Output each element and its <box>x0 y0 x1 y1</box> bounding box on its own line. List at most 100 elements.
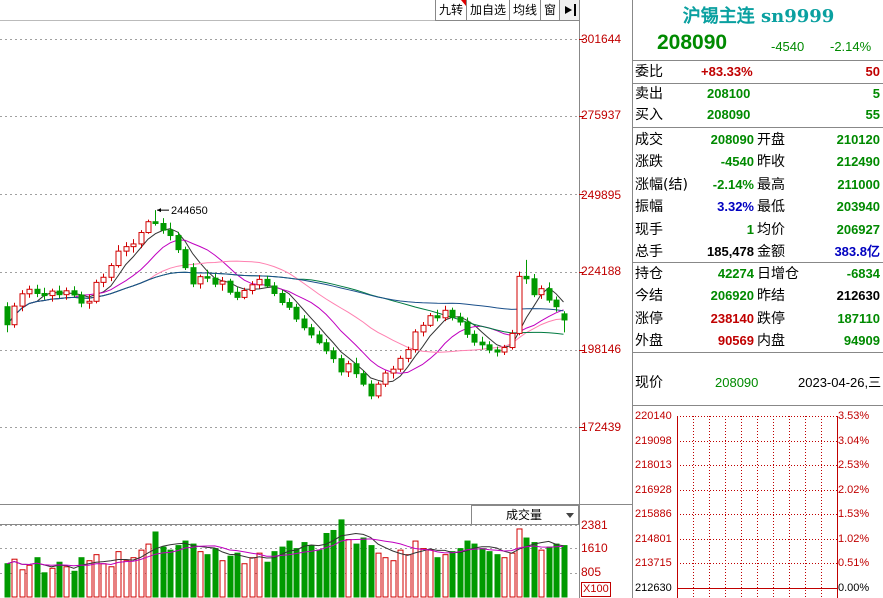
candle-up <box>390 368 397 374</box>
intraday-pct-label: 2.02% <box>838 483 870 496</box>
volume-bar <box>4 563 11 598</box>
candle-down <box>471 333 478 343</box>
candle-up <box>11 305 18 326</box>
quote-label: 涨跌 <box>635 154 663 171</box>
volume-bar <box>368 545 375 598</box>
intraday-price-label: 219098 <box>635 434 672 447</box>
price-chart[interactable]: 244650 <box>0 0 632 505</box>
intraday-pct-label: 0.51% <box>838 557 870 569</box>
quote-label: 涨幅(结) <box>635 176 688 193</box>
bid-row: 买入 208090 55 <box>633 104 883 126</box>
candle-down <box>264 278 271 287</box>
position-row: 涨停 238140 跌停 187110 <box>633 308 883 330</box>
kline-chart-panel[interactable]: 244650 301644 275937 249895 224188 198146 172… <box>0 0 632 598</box>
moving-average-button[interactable]: 均线 <box>509 0 541 20</box>
quote-row: 涨幅(结) -2.14% 最高 211000 <box>633 174 883 196</box>
expand-arrow-icon[interactable] <box>559 0 580 20</box>
volume-bar <box>78 557 85 598</box>
candle-down <box>323 342 330 352</box>
candle-up <box>397 357 404 370</box>
volume-bar <box>130 557 137 598</box>
quote-value: 203940 <box>836 199 880 215</box>
quote-label: 开盘 <box>757 132 785 148</box>
volume-bar <box>434 557 441 598</box>
intraday-mini-chart[interactable] <box>633 412 883 598</box>
candle-up <box>49 290 56 297</box>
quote-value: 210120 <box>836 132 880 147</box>
volume-bar <box>501 557 508 598</box>
volume-bar <box>182 540 189 598</box>
candle-up <box>197 276 204 285</box>
candle-up <box>63 290 70 296</box>
volume-bar <box>405 554 412 598</box>
position-value: 90569 <box>717 333 754 349</box>
position-row: 今结 206920 昨结 212630 <box>633 285 883 307</box>
candle-up <box>420 324 427 333</box>
candle-down <box>160 223 167 231</box>
volume-bar <box>123 560 130 598</box>
last-trade-datetime: 2023-04-26,三 <box>798 375 882 390</box>
volume-bar <box>390 560 397 598</box>
candle-up <box>145 221 152 234</box>
candle-up <box>138 232 145 245</box>
volume-bar <box>212 548 219 598</box>
quote-label: 成交 <box>635 132 663 148</box>
quote-label: 昨收 <box>757 154 785 171</box>
intraday-price-label: 218013 <box>635 459 672 471</box>
indicator-select[interactable]: 成交量 <box>471 505 579 525</box>
candle-down <box>316 334 323 344</box>
volume-bar <box>19 569 26 598</box>
volume-bar <box>26 564 33 598</box>
intraday-price-label: 213715 <box>635 557 672 569</box>
bid-price: 208090 <box>707 107 751 122</box>
moving-average-line <box>6 260 564 353</box>
candle-up <box>130 243 137 248</box>
position-label: 持仓 <box>635 266 663 282</box>
quote-value: 185,478 <box>707 244 754 259</box>
volume-bar <box>531 542 538 598</box>
candle-up <box>19 293 26 307</box>
candle-down <box>434 315 441 319</box>
add-favorite-button[interactable]: 加自选 <box>466 0 510 20</box>
volume-bar <box>293 548 300 598</box>
candle-down <box>190 267 197 285</box>
candle-up <box>123 246 130 252</box>
candle-down <box>464 321 471 335</box>
arrow-right-icon <box>565 4 577 16</box>
intraday-price-label: 220140 <box>635 410 672 422</box>
intraday-pct-label: 2.53% <box>838 459 870 471</box>
price-axis-label: 301644 <box>581 32 622 46</box>
candle-up <box>382 372 389 385</box>
candle-down <box>271 285 278 294</box>
jiuzhuan-button[interactable]: 九转 <box>435 0 467 20</box>
quote-value: -2.14% <box>712 176 754 192</box>
position-label: 跌停 <box>757 310 785 327</box>
quote-label: 总手 <box>635 244 663 260</box>
contract-title: 沪锡主连 sn9999 <box>682 6 835 27</box>
candle-down <box>561 313 568 321</box>
window-button[interactable]: 窗 <box>540 0 560 20</box>
volume-bar <box>345 539 352 598</box>
intraday-price-label: 216928 <box>635 483 672 496</box>
volume-bar <box>308 545 315 598</box>
volume-bar <box>442 554 449 598</box>
candle-down <box>41 292 48 297</box>
volume-bar <box>71 570 78 598</box>
volume-bar <box>427 549 434 598</box>
volume-bar <box>464 540 471 598</box>
moving-average-line <box>6 271 564 326</box>
ask-row: 卖出 208100 5 <box>633 83 883 105</box>
divider <box>633 127 883 128</box>
volume-bar <box>197 551 204 598</box>
volume-chart[interactable] <box>0 505 632 598</box>
candle-down <box>486 344 493 351</box>
volume-bar <box>138 549 145 598</box>
divider <box>633 262 883 263</box>
volume-bar <box>160 546 167 598</box>
moving-average-line <box>6 239 564 374</box>
bid-volume: 55 <box>865 107 880 122</box>
candle-up <box>256 278 263 286</box>
quote-row: 总手 185,478 金额 383.8亿 <box>633 241 883 263</box>
volume-bar <box>41 572 48 598</box>
volume-bar <box>219 560 226 598</box>
